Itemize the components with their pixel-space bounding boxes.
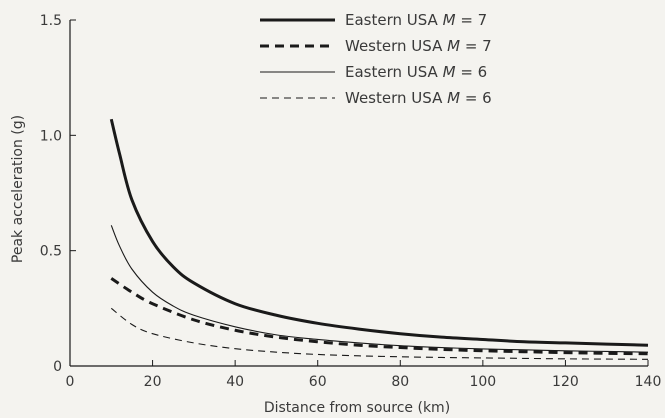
y-tick-label: 1.5 — [40, 13, 62, 29]
y-tick-label: 0.5 — [40, 244, 62, 260]
legend-suffix: = 7 — [456, 11, 488, 29]
legend-suffix: = 6 — [460, 89, 492, 107]
legend-variable: M — [443, 63, 456, 81]
axes: 0 20 40 60 80 100 120 140 0 0.5 1.0 1.5 — [40, 13, 662, 390]
series-line-4 — [110, 307, 649, 360]
legend-suffix: = 6 — [456, 63, 488, 81]
x-tick-label: 80 — [391, 374, 409, 390]
legend-variable: M — [447, 89, 460, 107]
x-tick-label: 120 — [552, 374, 579, 390]
x-tick-label: 0 — [66, 374, 75, 390]
x-tick-label: 60 — [309, 374, 327, 390]
legend-prefix: Eastern USA — [345, 63, 443, 81]
x-axis-label: Distance from source (km) — [264, 400, 450, 416]
x-tick-label: 100 — [469, 374, 496, 390]
x-tick-label: 20 — [144, 374, 162, 390]
y-tick-label: 1.0 — [40, 128, 62, 144]
series-line-3 — [110, 225, 649, 353]
y-axis-label: Peak acceleration (g) — [10, 115, 26, 263]
legend-prefix: Eastern USA — [345, 11, 443, 29]
y-tick-label: 0 — [53, 359, 62, 375]
legend-label-1: Eastern USA M = 7 — [345, 11, 487, 29]
legend-label-3: Eastern USA M = 6 — [345, 63, 487, 81]
legend-prefix: Western USA — [345, 89, 447, 107]
legend-variable: M — [443, 11, 456, 29]
x-tick-label: 140 — [635, 374, 662, 390]
legend-label-2: Western USA M = 7 — [345, 37, 492, 55]
series-line-2 — [110, 277, 649, 356]
legend-variable: M — [447, 37, 460, 55]
legend-prefix: Western USA — [345, 37, 447, 55]
series-lines — [109, 118, 649, 360]
x-tick-label: 40 — [226, 374, 244, 390]
legend-label-4: Western USA M = 6 — [345, 89, 492, 107]
legend-suffix: = 7 — [460, 37, 492, 55]
series-line-1 — [109, 118, 649, 347]
